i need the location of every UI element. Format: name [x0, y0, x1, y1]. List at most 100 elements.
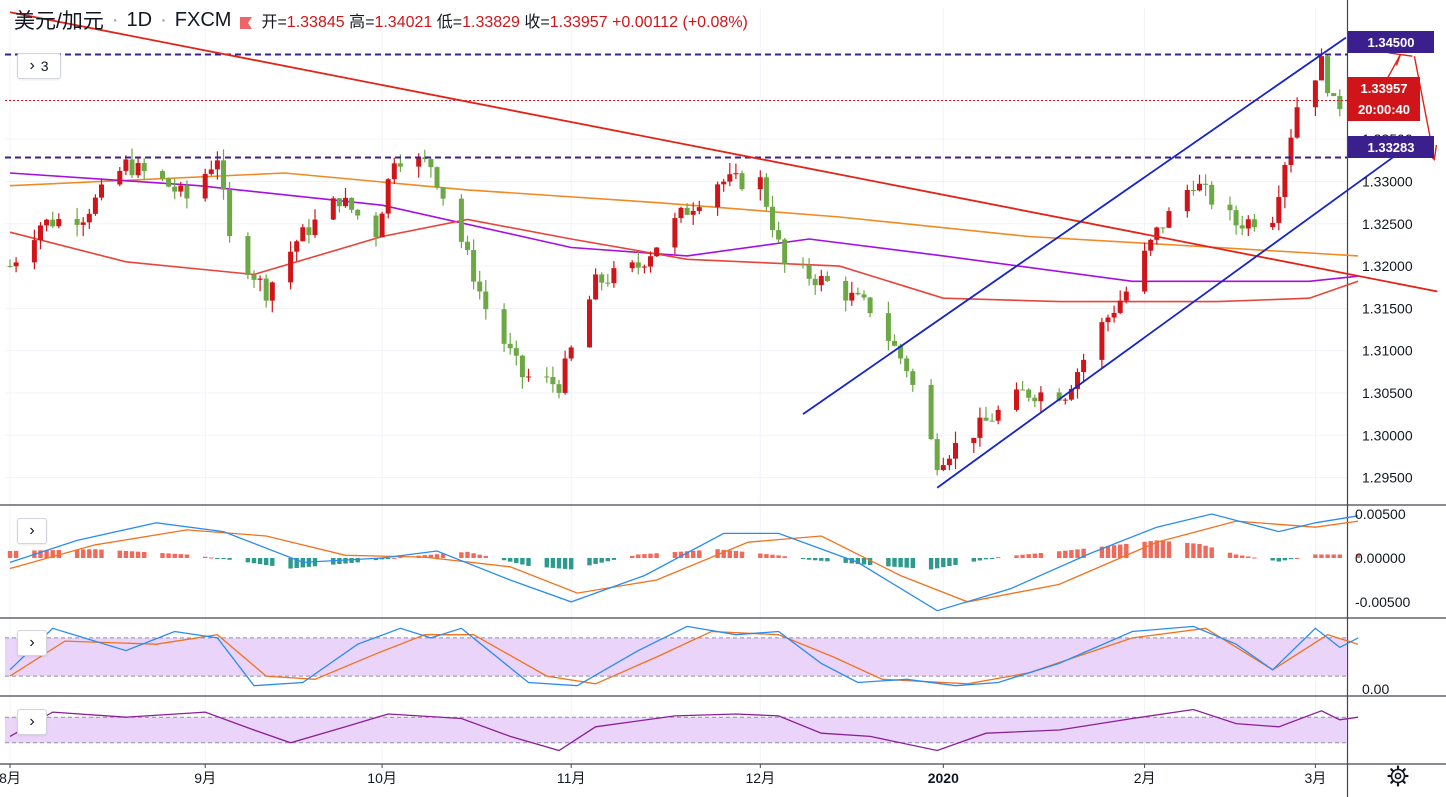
macd-histogram-bar [556, 557, 562, 569]
candle-body [946, 458, 952, 466]
macd-histogram-bar [935, 557, 940, 569]
candle-body [1111, 312, 1117, 318]
price-labels: 1.34500 1.33957 20:00:40 1.33283 [1348, 31, 1434, 158]
macd-histogram-bar [1288, 557, 1294, 560]
macd-histogram-bar [172, 553, 177, 558]
resistance-price-label: 1.34500 [1348, 31, 1434, 53]
macd-histogram-bar [160, 553, 165, 558]
macd-histogram-bar [1148, 541, 1153, 558]
candle-body [855, 292, 861, 295]
candle-body [44, 219, 50, 226]
macd-histogram-bar [1294, 557, 1300, 559]
time-tick-label: 3月 [1305, 770, 1327, 786]
candle-body [1032, 397, 1038, 402]
candle-body [300, 227, 306, 242]
macd-histogram-bar [1325, 554, 1330, 558]
time-axis[interactable]: 8月 9月 10月 11月 12月 2020 2月 3月 [0, 764, 1326, 786]
macd-histogram-bar [764, 554, 769, 558]
candle-body [178, 185, 184, 192]
candle-body [1160, 227, 1166, 229]
macd-histogram-bar [684, 551, 690, 558]
candle-body [184, 185, 190, 199]
macd-histogram-bar [1166, 541, 1172, 558]
macd-histogram-bar [343, 557, 348, 564]
candle-body [160, 171, 165, 179]
candle-body [294, 241, 300, 252]
candle-body [782, 239, 788, 265]
macd-histogram-bar [166, 553, 171, 558]
candle-body [1270, 222, 1276, 228]
macd-histogram-bar [1063, 550, 1068, 558]
candle-body [910, 371, 916, 385]
candle-body [385, 179, 391, 214]
macd-histogram-bar [392, 557, 397, 559]
macd-histogram-bar [776, 555, 781, 558]
trendline [9, 11, 1438, 293]
candle-body [629, 262, 635, 269]
macd-histogram-bar [770, 554, 775, 558]
candle-body [1325, 56, 1331, 94]
candle-body [641, 266, 647, 268]
macd-histogram-bar [74, 549, 80, 558]
gear-icon[interactable] [1387, 765, 1409, 787]
interval[interactable]: 1D [126, 8, 153, 31]
macd-histogram-bar [459, 552, 464, 558]
macd-histogram-bar [386, 557, 391, 559]
moving-average-line [9, 172, 1359, 283]
macd-histogram-bar [1057, 551, 1062, 558]
macd-histogram-bar [886, 557, 891, 567]
chevron-right-icon: › [29, 57, 35, 74]
candle-body [1276, 197, 1282, 223]
candle-body [458, 198, 464, 242]
separator-dot: · [160, 8, 167, 31]
close-label: 收= [524, 14, 550, 31]
macd-histogram-bar [1142, 541, 1147, 558]
candle-body [221, 160, 226, 190]
rsi-line [9, 708, 1359, 752]
candle-body [391, 163, 397, 180]
candle-body [843, 280, 849, 301]
candle-body [739, 173, 745, 190]
candle-body [397, 163, 403, 167]
stochastic-legend-toggle[interactable]: › [17, 630, 47, 656]
macd-histogram-bar [1246, 556, 1251, 558]
macd-legend-toggle[interactable]: › [17, 518, 47, 544]
macd-histogram-bar [819, 557, 824, 561]
candle-body [1245, 219, 1251, 229]
candle-body [92, 197, 98, 214]
macd-tick-label: 0.00500 [1355, 506, 1406, 522]
stochastic-k-line [9, 625, 1359, 687]
candle-body [440, 187, 446, 199]
stochastic-d-line [9, 627, 1359, 685]
candle-body [678, 207, 684, 219]
chevron-right-icon: › [29, 713, 35, 730]
time-tick-label: 2020 [928, 770, 959, 786]
macd-histogram-bar [245, 557, 251, 563]
macd-histogram-bar [38, 550, 43, 558]
macd-histogram-bar [855, 557, 861, 564]
symbol-name[interactable]: 美元/加元 [14, 10, 104, 33]
macd-histogram-bar [1099, 546, 1105, 558]
candle-body [379, 213, 385, 238]
price-axis[interactable]: 1.335001.330001.325001.320001.315001.310… [1355, 131, 1413, 697]
candle-body [953, 443, 958, 459]
candle-body [1337, 96, 1343, 110]
flag-icon[interactable] [239, 13, 253, 29]
candle-body [812, 278, 818, 286]
candle-body [568, 347, 574, 359]
macd-histogram-bar [129, 551, 135, 558]
macd-histogram-bar [611, 557, 617, 560]
macd-histogram-bar [1111, 545, 1117, 558]
macd-histogram-bar [398, 557, 403, 559]
candle-body [214, 160, 220, 170]
candle-body [141, 163, 147, 172]
candle-body [519, 355, 525, 378]
macd-histogram-bar [142, 552, 147, 558]
candle-body [770, 206, 775, 231]
indicators-toggle-button[interactable]: › 3 [17, 53, 61, 79]
rsi-legend-toggle[interactable]: › [17, 709, 47, 735]
macd-histogram-bar [135, 551, 141, 558]
macd-histogram-bar [800, 557, 806, 559]
